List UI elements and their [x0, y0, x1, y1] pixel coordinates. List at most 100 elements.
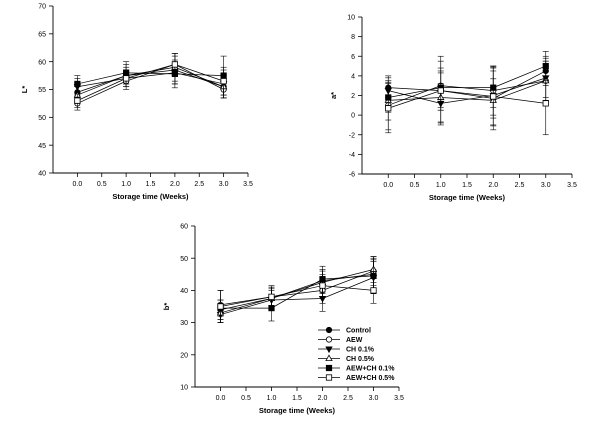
series-line	[77, 72, 224, 85]
legend-label: CH 0.5%	[346, 356, 375, 363]
y-tick-label: 60	[38, 59, 46, 66]
data-point	[220, 78, 227, 85]
x-tick-label: 2.5	[343, 395, 353, 402]
y-tick-label: 65	[38, 31, 46, 38]
data-point	[490, 93, 497, 100]
legend-label: Control	[346, 328, 371, 335]
y-tick-label: 30	[180, 320, 188, 327]
legend-marker	[325, 374, 333, 381]
y-tick-label: 60	[180, 224, 188, 231]
data-point	[370, 287, 377, 294]
series-line	[220, 285, 374, 307]
series-5	[385, 51, 549, 113]
series-4	[73, 53, 228, 104]
legend-marker	[325, 346, 333, 354]
x-axis-label: Storage time (Weeks)	[112, 192, 189, 201]
series-line	[388, 70, 546, 99]
x-tick-label: 1.5	[146, 181, 156, 188]
x-tick-label: 3.5	[567, 182, 577, 189]
series-line	[388, 65, 546, 98]
series-line	[388, 80, 546, 101]
chart-panel-1: 40 45 50 55 60 65 70 0.0 0.5 1.0 1.5 2.0 2.5 3.0 3.5 St…	[20, 4, 253, 201]
x-tick-label: 0.5	[241, 395, 251, 402]
y-axis-label: b*	[162, 303, 171, 311]
data-point	[319, 282, 326, 289]
y-tick-label: 50	[38, 115, 46, 122]
y-axis-label: L*	[20, 86, 29, 94]
y-tick-label: 40	[38, 171, 46, 178]
y-tick-label: 40	[180, 288, 188, 295]
series-1	[217, 259, 377, 320]
series-6	[385, 55, 549, 136]
x-tick-label: 1.5	[292, 395, 302, 402]
x-tick-label: 2.0	[318, 395, 328, 402]
series-2	[217, 256, 377, 320]
series-line	[388, 80, 546, 106]
y-axis-label: a*	[329, 92, 338, 99]
data-point	[385, 105, 392, 112]
data-point	[123, 75, 130, 82]
data-point	[171, 61, 178, 68]
series-6	[217, 273, 377, 323]
series-line	[388, 77, 546, 104]
series-3	[384, 57, 550, 126]
x-axis-label: Storage time (Weeks)	[259, 406, 336, 415]
x-tick-label: 0.0	[216, 395, 226, 402]
legend-label: CH 0.1%	[346, 347, 375, 354]
x-tick-label: 3.5	[243, 181, 253, 188]
legend-marker	[325, 326, 333, 334]
x-tick-label: 1.0	[436, 182, 446, 189]
legend-item: AEW	[318, 336, 363, 344]
x-tick-label: 2.5	[194, 181, 204, 188]
series-1	[385, 55, 549, 119]
series-5	[74, 55, 227, 96]
y-tick-label: 0	[351, 113, 355, 120]
y-tick-label: 70	[38, 4, 46, 11]
series-line	[388, 90, 546, 109]
y-tick-label: 50	[180, 256, 188, 263]
y-tick-label: 10	[180, 385, 188, 392]
legend-item: Control	[318, 326, 371, 335]
y-tick-label: 55	[38, 87, 46, 94]
legend-marker	[325, 336, 333, 343]
data-point	[542, 100, 549, 107]
series-line	[77, 64, 224, 104]
x-tick-label: 2.5	[515, 182, 525, 189]
x-tick-label: 1.0	[121, 181, 131, 188]
x-tick-label: 0.5	[97, 181, 107, 188]
legend-label: AEW+CH 0.1%	[346, 366, 395, 373]
y-tick-label: 2	[351, 93, 355, 100]
series-line	[220, 269, 374, 314]
legend: Control AEW CH 0.1% CH 0.5% AEW+CH 0.1% AEW+C…	[318, 326, 395, 382]
x-tick-label: 0.0	[73, 181, 83, 188]
data-point	[74, 97, 81, 104]
chart-panel-3: 10 20 30 40 50 60 0.0 0.5 1.0 1.5 2.0 2.5 3.0 3.5 Stor…	[162, 224, 404, 415]
x-tick-label: 3.5	[394, 395, 404, 402]
y-tick-label: -4	[349, 152, 355, 159]
chart-panel-2: -6 -4 -2 0 2 4 6 8 10 0.0 0.5 1.0 1.5 2.0 2.5 3.0 3.5 Sto…	[329, 15, 577, 202]
legend-marker	[325, 364, 333, 372]
legend-item: CH 0.1%	[318, 346, 375, 354]
x-tick-label: 1.5	[462, 182, 472, 189]
legend-marker	[325, 354, 333, 362]
y-tick-label: -6	[349, 172, 355, 179]
data-point	[437, 87, 444, 94]
series-line	[220, 277, 374, 315]
data-point	[74, 80, 81, 88]
series-3	[216, 261, 378, 323]
series-line	[220, 275, 374, 309]
data-point	[217, 303, 224, 310]
legend-item: CH 0.5%	[318, 354, 375, 363]
x-tick-label: 3.0	[369, 395, 379, 402]
series-line	[77, 72, 224, 88]
y-tick-label: 20	[180, 352, 188, 359]
data-point	[268, 293, 275, 300]
y-tick-label: -2	[349, 132, 355, 139]
x-tick-label: 0.0	[383, 182, 393, 189]
y-tick-label: 4	[351, 73, 355, 80]
x-tick-label: 2.0	[488, 182, 498, 189]
y-tick-label: 10	[347, 15, 355, 22]
y-tick-label: 8	[351, 34, 355, 41]
